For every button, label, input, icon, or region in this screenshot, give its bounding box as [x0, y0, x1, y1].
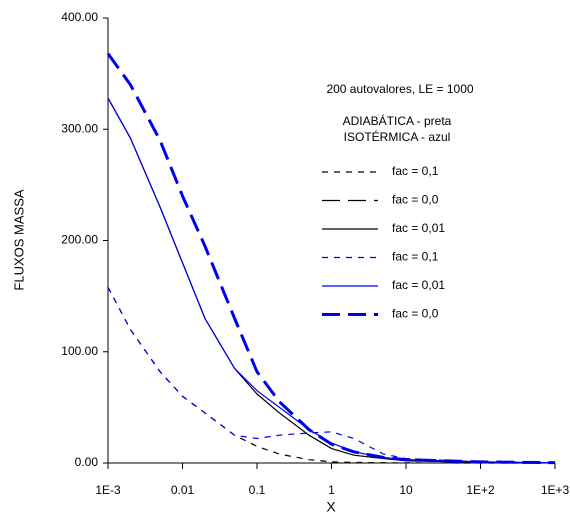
legend-label: fac = 0,1	[392, 164, 439, 178]
annotation: ADIABÁTICA - preta	[343, 113, 452, 128]
legend-label: fac = 0,1	[392, 250, 439, 264]
y-tick-label: 200.00	[61, 233, 98, 247]
x-tick-label: 1	[328, 483, 335, 497]
legend-label: fac = 0,0	[392, 193, 439, 207]
x-axis-label: X	[326, 499, 336, 515]
series-line	[106, 52, 556, 465]
x-tick-label: 0.01	[171, 483, 195, 497]
y-axis-label: FLUXOS MASSA	[11, 189, 26, 290]
annotation: 200 autovalores, LE = 1000	[326, 82, 473, 96]
series-line	[107, 286, 556, 464]
y-tick-label: 400.00	[61, 10, 98, 24]
series-line	[107, 97, 556, 464]
x-tick-label: 1E+3	[541, 483, 570, 497]
annotation: ISOTÉRMICA - azul	[344, 129, 451, 144]
y-tick-label: 0.00	[75, 455, 99, 469]
x-tick-label: 10	[399, 483, 413, 497]
x-tick-label: 1E+2	[466, 483, 495, 497]
x-tick-label: 0.1	[249, 483, 266, 497]
legend-label: fac = 0,01	[392, 221, 445, 235]
x-tick-label: 1E-3	[95, 483, 121, 497]
legend-label: fac = 0,01	[392, 278, 445, 292]
y-tick-label: 100.00	[61, 344, 98, 358]
series-line	[107, 53, 556, 464]
series-line	[107, 97, 556, 464]
y-tick-label: 300.00	[61, 121, 98, 135]
legend-label: fac = 0,0	[392, 307, 439, 321]
